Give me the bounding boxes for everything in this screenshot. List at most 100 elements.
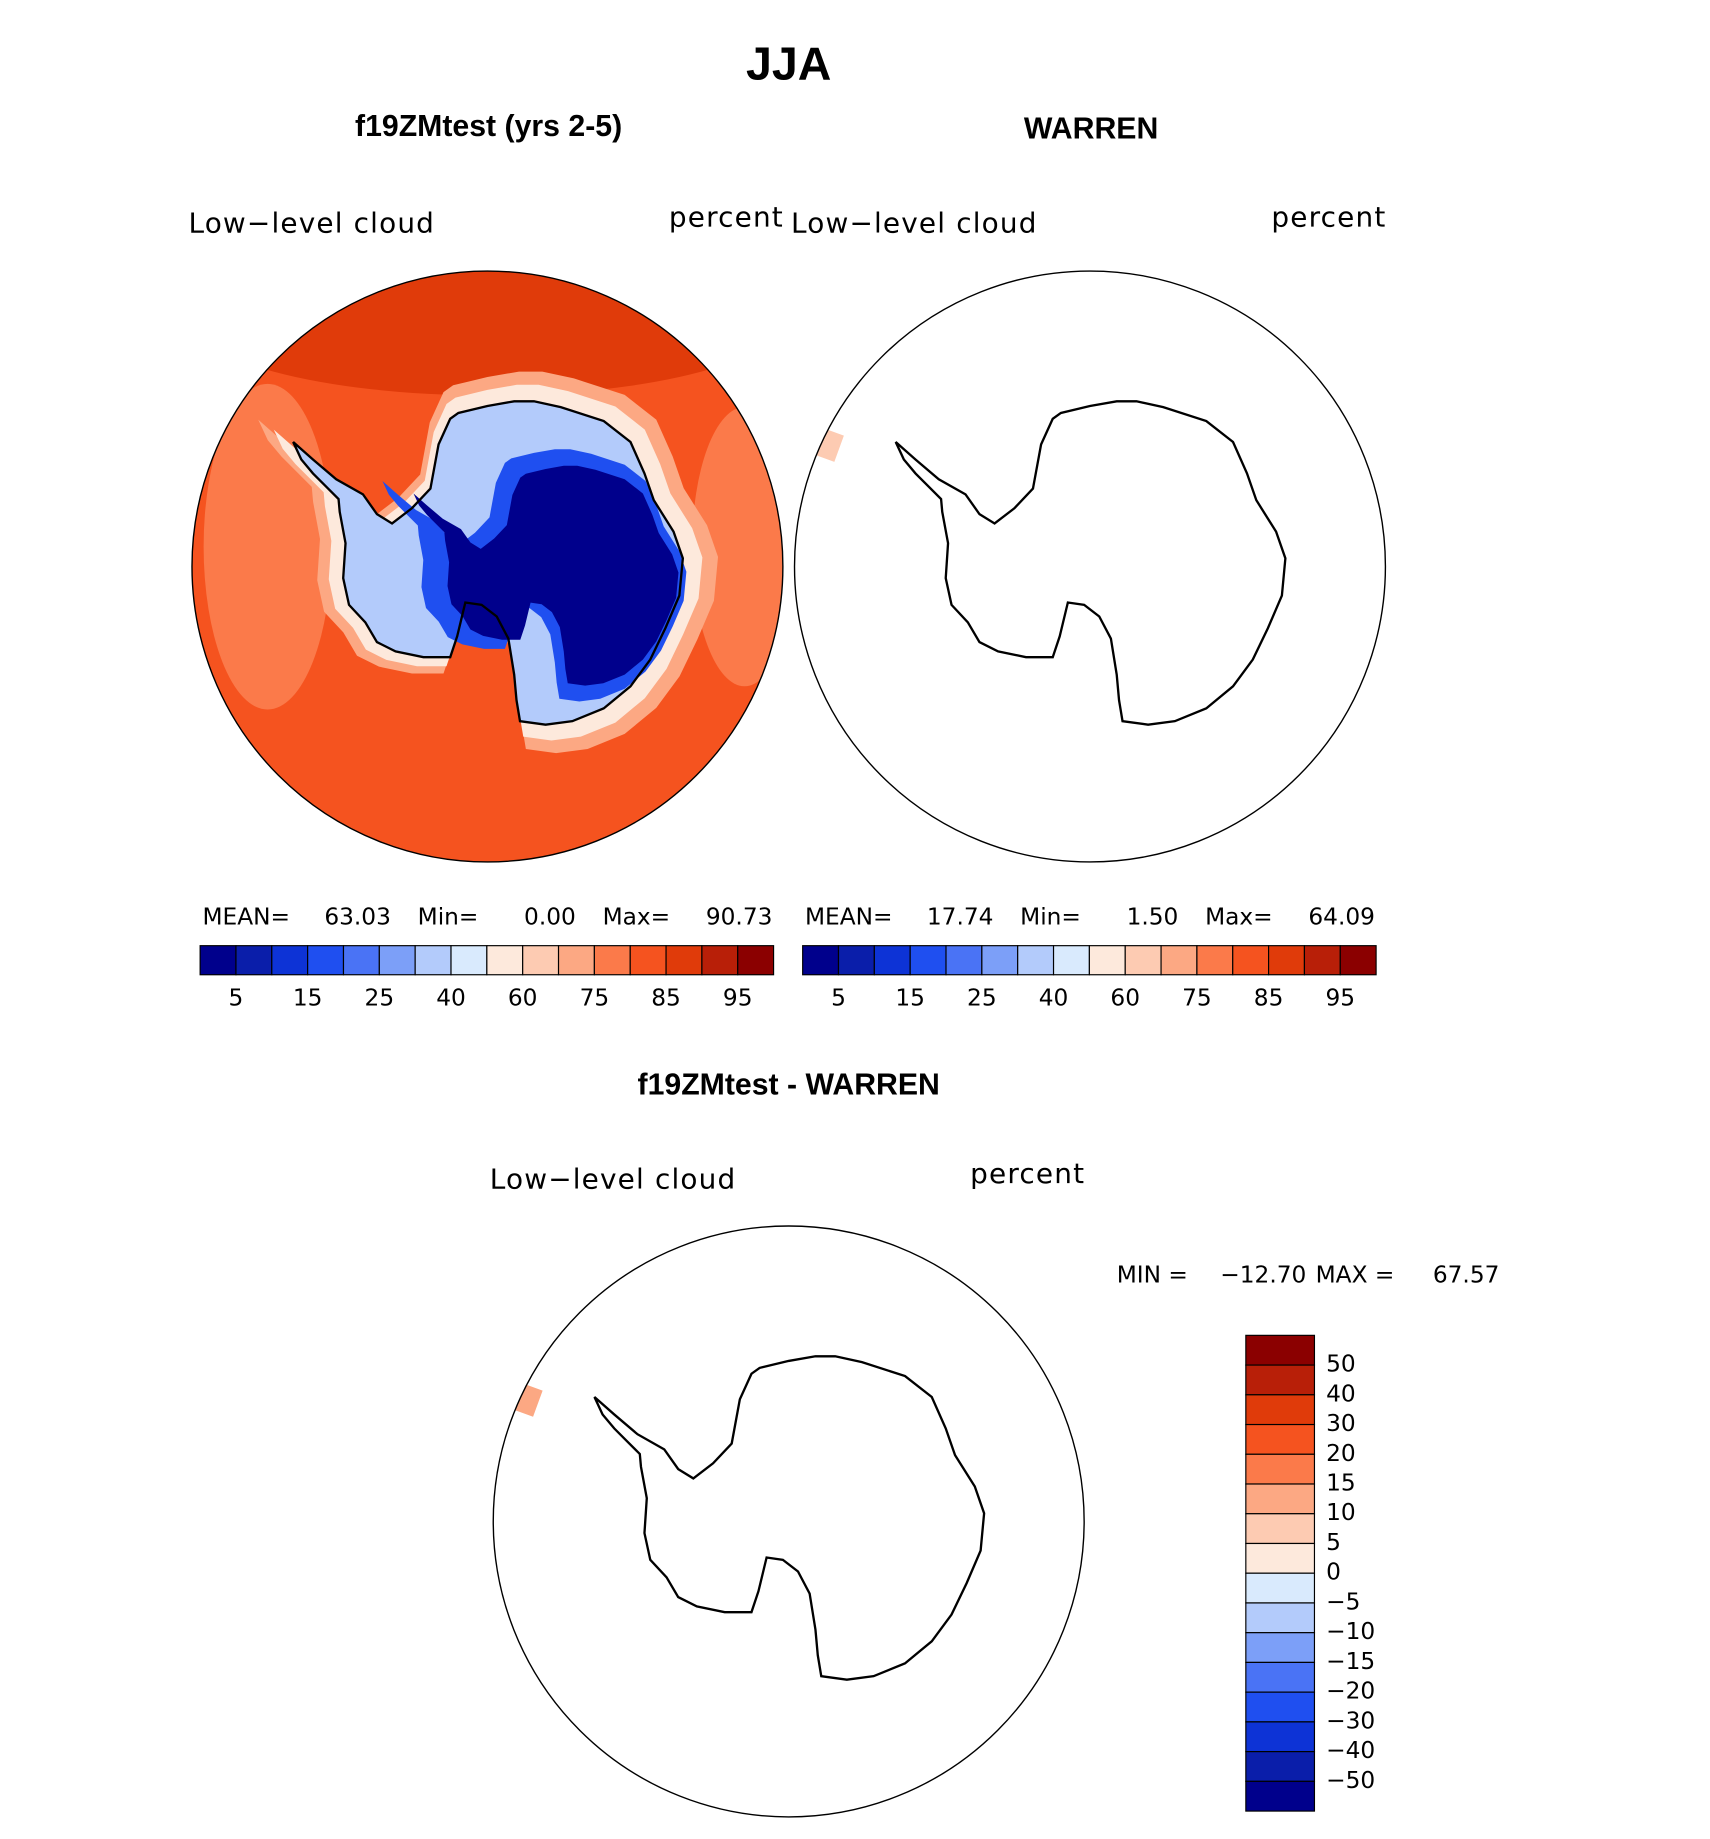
colorbar-box <box>1245 1572 1316 1604</box>
colorbar-box <box>1339 945 1377 976</box>
left-string: Low−level cloud <box>188 206 435 239</box>
stat-text: MIN = <box>1117 1262 1188 1289</box>
map-border <box>793 270 1387 863</box>
colorbar-label: 75 <box>1182 985 1212 1012</box>
colorbar-label: 85 <box>1254 985 1284 1012</box>
colorbar-label: −15 <box>1326 1648 1375 1675</box>
colorbar-label: 60 <box>508 985 538 1012</box>
colorbar-label: −30 <box>1326 1707 1375 1734</box>
colorbar-label: 5 <box>229 985 244 1012</box>
colorbar-box <box>235 945 273 976</box>
colorbar-box <box>199 945 237 976</box>
colorbar-box <box>1245 1453 1316 1485</box>
stat-text: 17.74 <box>927 903 994 930</box>
panel-title: WARREN <box>1024 112 1158 145</box>
colorbar-box <box>1245 1780 1316 1812</box>
colorbar-box <box>1088 945 1126 976</box>
colorbar-label: 30 <box>1326 1410 1356 1437</box>
colorbar-box <box>909 945 947 976</box>
colorbar-box <box>1268 945 1306 976</box>
colorbar-label: 0 <box>1326 1559 1341 1586</box>
colorbar-label: 15 <box>1326 1470 1356 1497</box>
left-string: Low−level cloud <box>791 206 1038 239</box>
colorbar-box <box>1124 945 1162 976</box>
colorbar-box <box>378 945 416 976</box>
colorbar-box <box>1245 1394 1316 1426</box>
colorbar-box <box>837 945 875 976</box>
stat-text: 64.09 <box>1308 903 1375 930</box>
colorbar-box <box>1245 1691 1316 1723</box>
stat-text: Min= <box>1020 903 1081 930</box>
colorbar-box <box>486 945 524 976</box>
colorbar-box <box>1017 945 1055 976</box>
colorbar-box <box>342 945 380 976</box>
colorbar-box <box>873 945 911 976</box>
colorbar-label: 10 <box>1326 1499 1356 1526</box>
colorbar-label: 75 <box>580 985 610 1012</box>
right-string: percent <box>1271 201 1386 234</box>
stat-text: MAX = <box>1316 1262 1395 1289</box>
colorbar-label: 40 <box>1039 985 1069 1012</box>
stat-text: 67.57 <box>1433 1262 1500 1289</box>
colorbar-label: 15 <box>293 985 323 1012</box>
left-string: Low−level cloud <box>490 1163 737 1196</box>
colorbar-box <box>665 945 703 976</box>
colorbar-label: −50 <box>1326 1767 1375 1794</box>
colorbar-label: 40 <box>1326 1380 1356 1407</box>
stat-text: Max= <box>603 903 671 930</box>
map-field <box>191 271 783 862</box>
stat-text: Max= <box>1205 903 1273 930</box>
colorbar-box <box>1245 1661 1316 1693</box>
colorbar-label: 85 <box>651 985 681 1012</box>
colorbar-label: −10 <box>1326 1618 1375 1645</box>
colorbar-box <box>1245 1632 1316 1663</box>
colorbar-box <box>945 945 983 976</box>
colorbar-box <box>1052 945 1090 976</box>
map-field <box>509 1355 986 1681</box>
stat-text: MEAN= <box>805 903 893 930</box>
colorbar-box <box>1245 1334 1316 1366</box>
colorbar-box <box>271 945 309 976</box>
map-border <box>492 1225 1085 1818</box>
colorbar-box <box>701 945 739 976</box>
stat-text: MEAN= <box>202 903 290 930</box>
map-border <box>191 270 784 863</box>
colorbar-label: −20 <box>1326 1678 1375 1705</box>
colorbar-box <box>307 945 345 976</box>
colorbar-box <box>450 945 488 976</box>
colorbar-label: 40 <box>436 985 466 1012</box>
panel-title: f19ZMtest (yrs 2-5) <box>355 110 622 143</box>
colorbar-box <box>557 945 595 976</box>
colorbar-box <box>1245 1542 1316 1574</box>
colorbar-box <box>1245 1721 1316 1753</box>
colorbar-label: −5 <box>1326 1588 1360 1615</box>
colorbar-label: 5 <box>831 985 846 1012</box>
stat-text: 1.50 <box>1127 903 1179 930</box>
map-field <box>810 400 1287 726</box>
colorbar-label: 50 <box>1326 1351 1356 1378</box>
colorbar-box <box>629 945 667 976</box>
colorbar-label: 60 <box>1110 985 1140 1012</box>
colorbar-box <box>981 945 1019 976</box>
right-string: percent <box>970 1157 1085 1190</box>
stat-text: Min= <box>418 903 479 930</box>
colorbar-box <box>1245 1751 1316 1782</box>
stat-text: 0.00 <box>524 903 576 930</box>
panel-title: f19ZMtest - WARREN <box>638 1068 940 1101</box>
colorbar-label: 25 <box>365 985 395 1012</box>
colorbar-label: 95 <box>1325 985 1355 1012</box>
colorbar-box <box>802 945 840 976</box>
colorbar-box <box>1245 1364 1316 1396</box>
colorbar-box <box>1245 1423 1316 1455</box>
colorbar-box <box>1245 1513 1316 1545</box>
colorbar-box <box>522 945 560 976</box>
colorbar-box <box>1245 1483 1316 1515</box>
colorbar-label: 5 <box>1326 1529 1341 1556</box>
colorbar-label: 20 <box>1326 1440 1356 1467</box>
colorbar-label: 25 <box>967 985 997 1012</box>
colorbar-box <box>414 945 452 976</box>
colorbar-box <box>1160 945 1198 976</box>
colorbar-label: −40 <box>1326 1737 1375 1764</box>
figure-title: JJA <box>746 38 831 90</box>
